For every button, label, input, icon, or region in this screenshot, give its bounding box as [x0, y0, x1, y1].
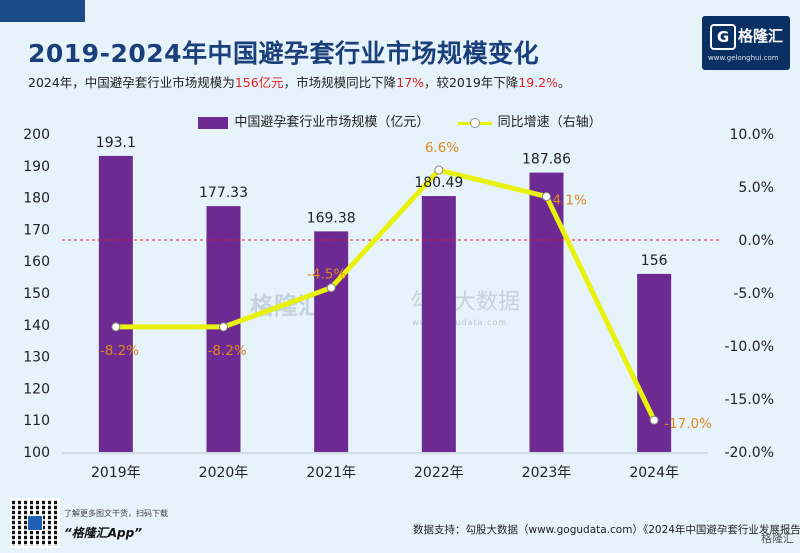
legend-item-line: 同比增速（右轴） [457, 111, 602, 130]
y-right-tick-label-2: -10.0% [724, 339, 774, 355]
line-label-1: -8.2% [208, 343, 247, 359]
bar-label-3: 180.49 [414, 175, 463, 191]
line-point-3 [434, 165, 444, 175]
axes: 2019年 2020年 2021年 2022年 2023年 2024年 100 110 120 1… [23, 127, 774, 481]
y-right-tick-label-3: -5.0% [733, 286, 774, 302]
x-tick-label-1: 2020年 [199, 465, 249, 481]
bar-0 [98, 155, 133, 452]
y-left-tick-label-10: 200 [23, 127, 50, 143]
logo-url: www.gelonghui.com [708, 54, 779, 62]
y-right-tick-label-6: 10.0% [730, 127, 774, 143]
legend-bar-label: 中国避孕套行业市场规模（亿元） [234, 115, 430, 130]
data-source: 数据支持：勾股大数据（www.gogudata.com）《2024年中国避孕套行… [413, 524, 800, 536]
y-left-tick-label-9: 190 [23, 159, 50, 175]
bar-4 [529, 172, 564, 452]
y-left-tick-label-7: 170 [23, 222, 50, 238]
bar-label-1: 177.33 [199, 185, 248, 201]
line-point-0 [111, 322, 121, 332]
x-tick-label-3: 2022年 [414, 465, 464, 481]
x-tick-label-2: 2021年 [306, 465, 356, 481]
bar-label-2: 169.38 [307, 210, 356, 226]
line-label-2: -4.5% [307, 267, 346, 283]
legend-bar-swatch-icon [198, 116, 229, 129]
y-left-tick-label-4: 140 [23, 318, 50, 334]
y-left-tick-label-3: 130 [23, 350, 50, 366]
gelonghui-logo: G 格隆汇 www.gelonghui.com [702, 16, 790, 70]
y-left-tick-label-1: 110 [23, 413, 50, 429]
chart-subtitle: 2024年，中国避孕套行业市场规模为156亿元，市场规模同比下降17%，较201… [28, 72, 571, 91]
x-tick-label-0: 2019年 [91, 465, 141, 481]
line-label-4: 4.1% [553, 193, 587, 209]
line-point-2 [326, 283, 336, 293]
bar-2 [314, 231, 349, 452]
growth-line [115, 167, 657, 422]
footer-brand: 格隆汇 [761, 532, 794, 545]
y-right-tick-label-0: -20.0% [724, 445, 774, 461]
y-right-tick-label-4: 0.0% [738, 233, 774, 249]
x-tick-label-4: 2023年 [522, 465, 572, 481]
bar-3 [421, 196, 456, 452]
legend-item-bar: 中国避孕套行业市场规模（亿元） [198, 111, 429, 130]
line-label-3: 6.6% [425, 140, 459, 156]
subtitle-value-size: 156亿元 [234, 75, 284, 90]
y-left-tick-label-5: 150 [23, 286, 50, 302]
line-label-0: -8.2% [100, 343, 139, 359]
line-point-4 [542, 192, 551, 202]
chart-legend: 中国避孕套行业市场规模（亿元） 同比增速（右轴） [0, 111, 800, 130]
y-left-tick-label-0: 100 [23, 445, 50, 461]
watermark-gogudata-url: www.gogudata.com [412, 318, 508, 327]
y-left-tick-label-6: 160 [23, 254, 50, 270]
x-tick-label-5: 2024年 [629, 465, 679, 481]
chart-title: 2019-2024年中国避孕套行业市场规模变化 [28, 39, 540, 68]
bar-label-4: 187.86 [522, 152, 571, 168]
subtitle-value-vs2019: 19.2% [518, 75, 559, 90]
subtitle-part-2: ，市场规模同比下降 [283, 75, 397, 90]
y-left-tick-label-2: 120 [23, 381, 50, 397]
subtitle-part-1: 2024年，中国避孕套行业市场规模为 [28, 75, 235, 90]
top-accent-bar [0, 0, 85, 22]
legend-line-label: 同比增速（右轴） [497, 115, 602, 130]
subtitle-value-yoy: 17% [396, 75, 424, 90]
qr-logo-icon [27, 515, 43, 531]
data-labels: 193.1 177.33 169.38 180.49 187.86 156 -8.2% -8.… [96, 135, 712, 432]
y-right-tick-label-5: 5.0% [738, 180, 774, 196]
bar-label-5: 156 [641, 253, 668, 269]
legend-line-swatch-icon [457, 117, 492, 129]
logo-mark-icon: G [710, 24, 736, 50]
line-point-1 [219, 322, 228, 332]
bar-label-0: 193.1 [96, 135, 136, 151]
subtitle-part-4: 。 [558, 75, 571, 90]
app-name: “格隆汇App” [64, 526, 142, 540]
line-point-5 [649, 415, 659, 425]
y-right-tick-label-1: -15.0% [724, 392, 774, 408]
qr-code-icon [10, 498, 60, 548]
app-download-hint: 了解更多图文干货，扫码下载 [64, 509, 168, 518]
logo-name: 格隆汇 [738, 27, 784, 45]
line-series [111, 165, 659, 425]
y-left-tick-label-8: 180 [23, 191, 50, 207]
line-label-5: -17.0% [664, 416, 712, 432]
subtitle-part-3: ，较2019年下降 [423, 75, 519, 90]
